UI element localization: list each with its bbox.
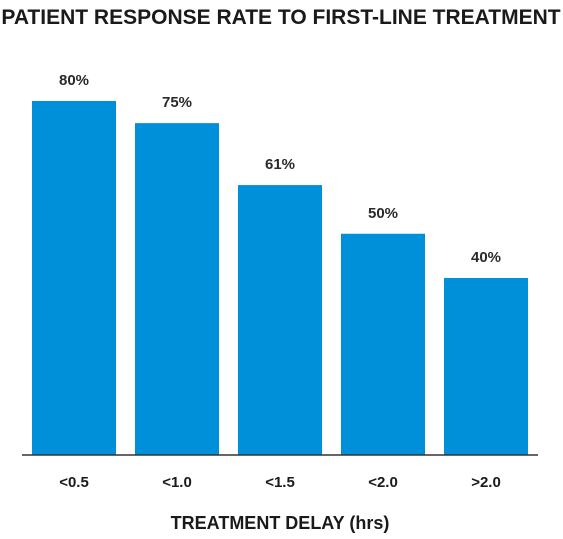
data-labels-group: 80% 75% 61% 50% 40% <box>59 72 501 266</box>
x-tick-labels-group: <0.5 <1.0 <1.5 <2.0 >2.0 <box>59 474 501 491</box>
bar-4 <box>341 233 425 455</box>
x-tick-label-1: <0.5 <box>59 474 89 491</box>
bar-5 <box>444 278 528 455</box>
data-label-1: 80% <box>59 72 89 89</box>
x-tick-label-2: <1.0 <box>162 474 192 491</box>
data-label-3: 61% <box>265 156 295 173</box>
data-label-5: 40% <box>471 249 501 266</box>
data-label-4: 50% <box>368 205 398 222</box>
bar-3 <box>238 185 322 455</box>
bars-group <box>32 101 528 455</box>
x-tick-label-4: <2.0 <box>368 474 398 491</box>
data-label-2: 75% <box>162 94 192 111</box>
bar-2 <box>135 123 219 455</box>
x-axis-label: TREATMENT DELAY (hrs) <box>171 513 390 533</box>
x-tick-label-3: <1.5 <box>265 474 295 491</box>
bar-1 <box>32 101 116 455</box>
x-tick-label-5: >2.0 <box>471 474 501 491</box>
chart-title: PATIENT RESPONSE RATE TO FIRST-LINE TREA… <box>1 6 560 29</box>
